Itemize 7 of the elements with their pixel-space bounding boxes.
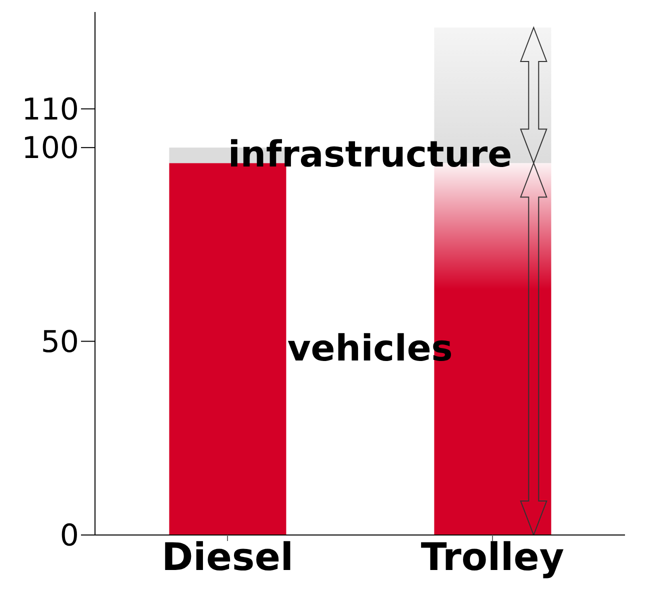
y-tick-label: 110 [22,92,79,128]
y-tick-label: 50 [40,324,79,360]
y-tick-label: 100 [22,131,79,166]
x-tick-label: Diesel [162,534,294,579]
x-tick-label: Trolley [420,534,564,579]
y-tick-label: 0 [60,518,79,554]
series-label: infrastructure [228,134,512,176]
